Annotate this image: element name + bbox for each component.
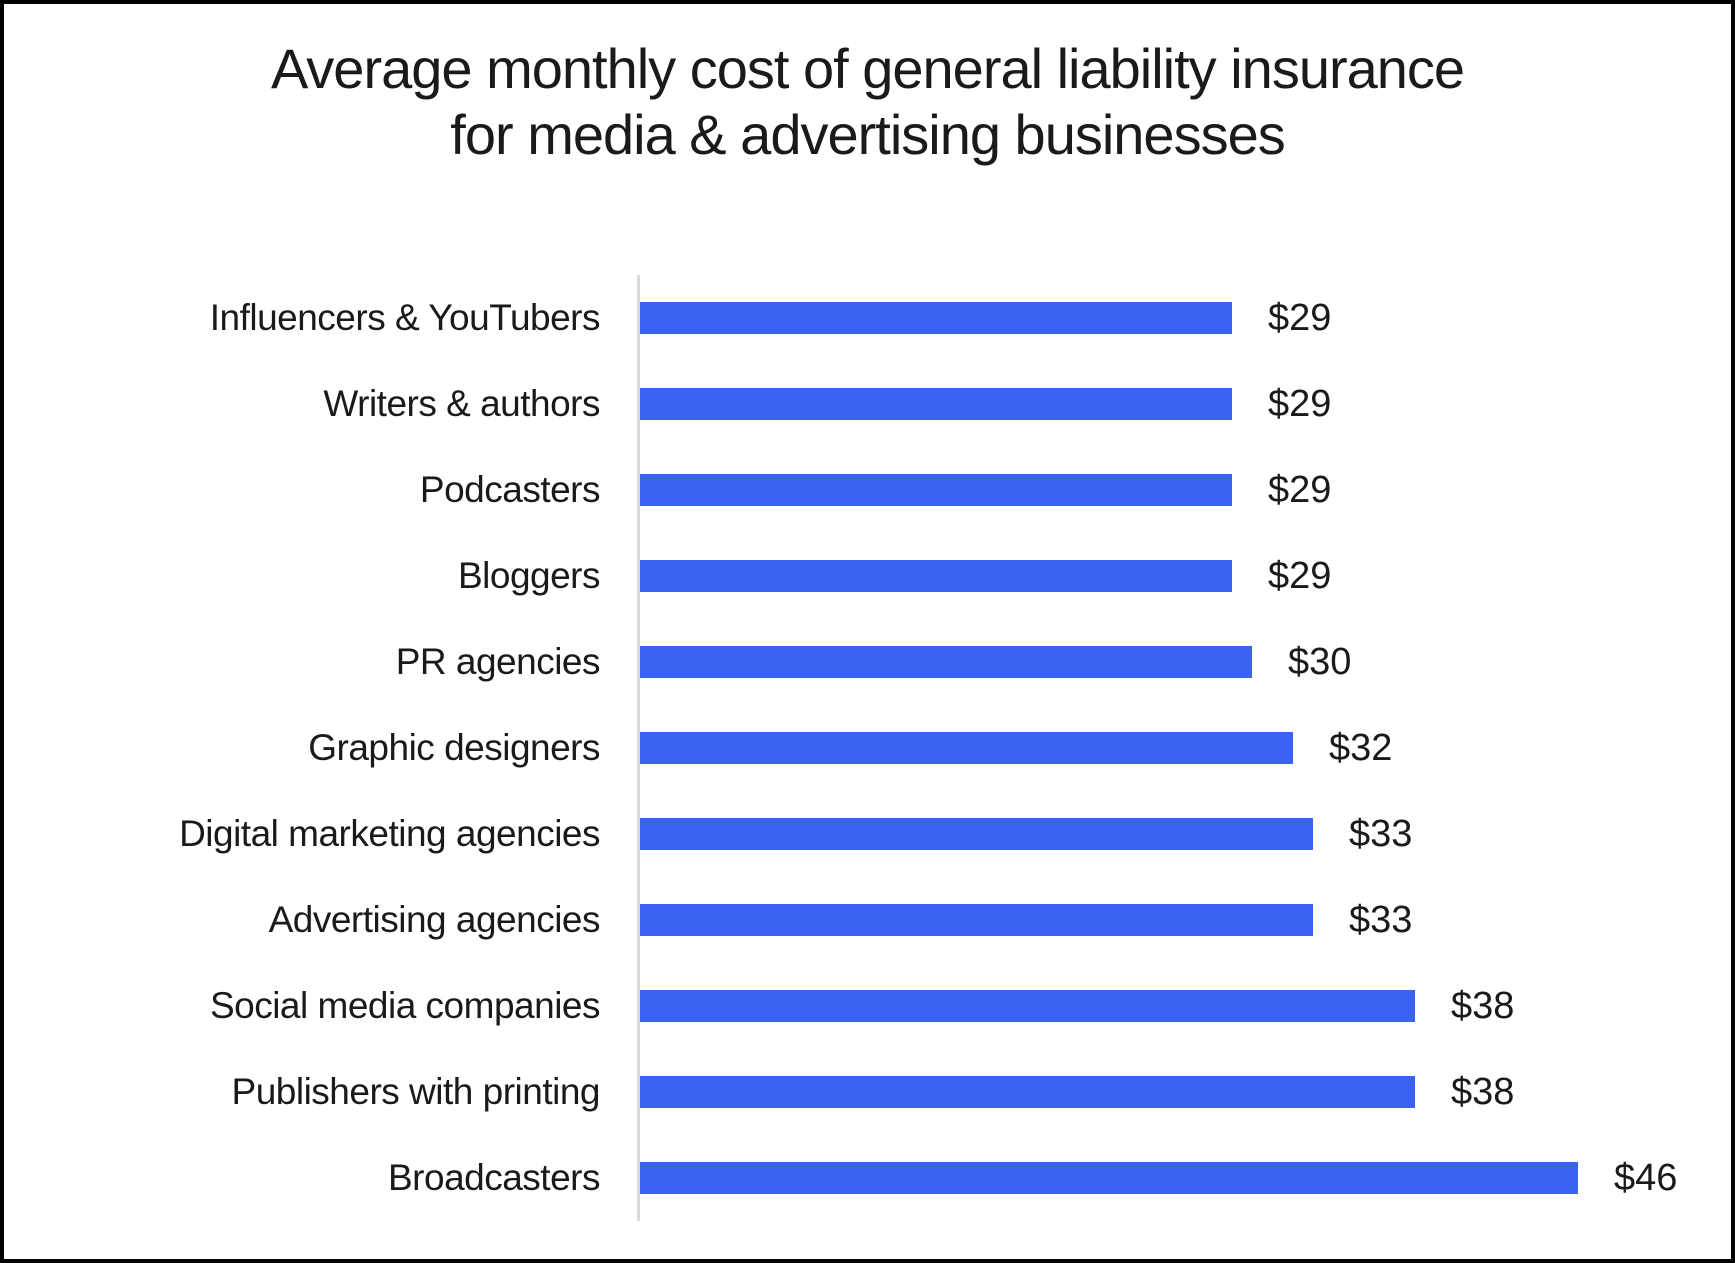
- bar: [640, 904, 1313, 936]
- bar-track: $38: [637, 985, 1731, 1028]
- chart-row: Writers & authors $29: [4, 361, 1731, 447]
- category-label: PR agencies: [395, 641, 601, 682]
- chart-title: Average monthly cost of general liabilit…: [4, 4, 1731, 168]
- bar-track: $29: [637, 469, 1731, 512]
- value-label: $32: [1329, 726, 1393, 769]
- chart-row: Publishers with printing $38: [4, 1049, 1731, 1135]
- chart-rows: Influencers & YouTubers $29 Writers & au…: [4, 275, 1731, 1221]
- category-label: Social media companies: [209, 985, 601, 1026]
- value-label: $33: [1349, 812, 1413, 855]
- chart-row: Influencers & YouTubers $29: [4, 275, 1731, 361]
- value-label: $30: [1288, 640, 1352, 683]
- chart-row: PR agencies $30: [4, 619, 1731, 705]
- bar: [640, 1162, 1578, 1194]
- bar: [640, 388, 1232, 420]
- category-label: Publishers with printing: [231, 1071, 601, 1112]
- bar-track: $38: [637, 1071, 1731, 1114]
- value-label: $38: [1451, 1070, 1515, 1113]
- bar: [640, 646, 1252, 678]
- bar: [640, 990, 1415, 1022]
- bar-track: $32: [637, 727, 1731, 770]
- chart-row: Advertising agencies $33: [4, 877, 1731, 963]
- chart-row: Bloggers $29: [4, 533, 1731, 619]
- category-label: Podcasters: [419, 469, 601, 510]
- bar-track: $30: [637, 641, 1731, 684]
- chart-row: Podcasters $29: [4, 447, 1731, 533]
- value-label: $29: [1268, 468, 1332, 511]
- chart-row: Graphic designers $32: [4, 705, 1731, 791]
- chart-row: Social media companies $38: [4, 963, 1731, 1049]
- value-label: $46: [1614, 1156, 1678, 1199]
- bar-track: $29: [637, 297, 1731, 340]
- bar: [640, 732, 1293, 764]
- bar-track: $46: [637, 1157, 1731, 1200]
- bar: [640, 302, 1232, 334]
- value-label: $29: [1268, 554, 1332, 597]
- chart-title-line-1: Average monthly cost of general liabilit…: [270, 37, 1465, 100]
- category-label: Influencers & YouTubers: [209, 297, 601, 338]
- bar-track: $29: [637, 383, 1731, 426]
- chart-area: Influencers & YouTubers $29 Writers & au…: [4, 275, 1731, 1221]
- category-label: Digital marketing agencies: [179, 813, 600, 854]
- bar-track: $33: [637, 813, 1731, 856]
- bar-track: $33: [637, 899, 1731, 942]
- value-label: $38: [1451, 984, 1515, 1027]
- category-label: Bloggers: [457, 555, 601, 596]
- category-label: Graphic designers: [308, 727, 600, 768]
- value-label: $29: [1268, 296, 1332, 339]
- bar-track: $29: [637, 555, 1731, 598]
- bar: [640, 818, 1313, 850]
- bar: [640, 1076, 1415, 1108]
- chart-title-line-2: for media & advertising businesses: [450, 103, 1285, 166]
- category-label: Advertising agencies: [268, 899, 601, 940]
- chart-row: Broadcasters $46: [4, 1135, 1731, 1221]
- category-label: Writers & authors: [323, 383, 600, 424]
- bar: [640, 560, 1232, 592]
- bar: [640, 474, 1232, 506]
- category-axis-line: [637, 275, 640, 1221]
- chart-row: Digital marketing agencies $33: [4, 791, 1731, 877]
- value-label: $33: [1349, 898, 1413, 941]
- value-label: $29: [1268, 382, 1332, 425]
- category-label: Broadcasters: [388, 1157, 601, 1198]
